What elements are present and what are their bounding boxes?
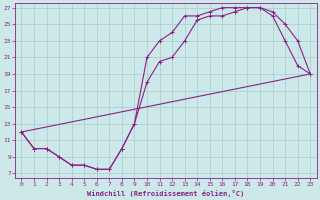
X-axis label: Windchill (Refroidissement éolien,°C): Windchill (Refroidissement éolien,°C) (87, 190, 244, 197)
